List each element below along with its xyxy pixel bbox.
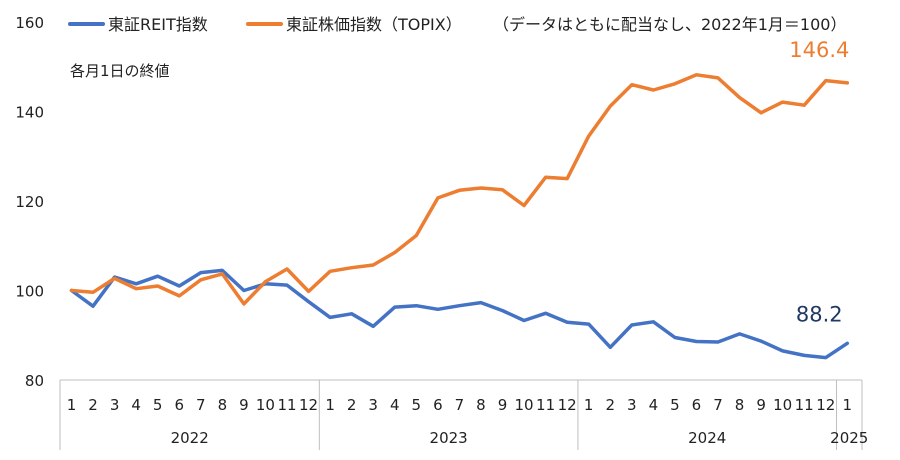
x-tick-label: 6 — [433, 396, 443, 414]
x-tick-label: 10 — [773, 396, 792, 414]
x-tick-label: 12 — [558, 396, 577, 414]
series-layer: 88.2 146.4 — [69, 38, 850, 360]
x-tick-label: 2 — [605, 396, 615, 414]
x-tick-label: 8 — [476, 396, 486, 414]
year-label: 2024 — [688, 429, 726, 447]
y-tick-label: 140 — [15, 104, 44, 122]
x-tick-label: 7 — [455, 396, 465, 414]
y-tick-label: 80 — [25, 372, 44, 390]
x-tick-label: 5 — [670, 396, 680, 414]
x-tick-label: 2 — [88, 396, 98, 414]
x-tick-label: 3 — [627, 396, 637, 414]
x-tick-label: 4 — [649, 396, 659, 414]
x-tick-label: 11 — [795, 396, 814, 414]
legend-label-topix: 東証株価指数（TOPIX） — [286, 15, 462, 34]
chart-subtitle: 各月1日の終値 — [70, 62, 170, 80]
x-tick-label: 6 — [692, 396, 702, 414]
end-label-topix: 146.4 — [789, 38, 849, 62]
legend: 東証REIT指数 東証株価指数（TOPIX） （データはともに配当なし、2022… — [68, 15, 846, 34]
x-tick-label: 3 — [110, 396, 120, 414]
x-tick-label: 1 — [843, 396, 853, 414]
x-tick-label: 8 — [218, 396, 228, 414]
x-tick-label: 9 — [498, 396, 508, 414]
x-tick-label: 6 — [174, 396, 184, 414]
legend-note: （データはともに配当なし、2022年1月＝100） — [493, 15, 846, 34]
x-tick-label: 12 — [816, 396, 835, 414]
x-tick-label: 1 — [67, 396, 77, 414]
x-tick-label: 7 — [196, 396, 206, 414]
x-tick-label: 4 — [390, 396, 400, 414]
end-label-reit: 88.2 — [796, 302, 843, 326]
x-tick-label: 10 — [515, 396, 534, 414]
x-tick-label: 4 — [131, 396, 141, 414]
x-tick-label: 1 — [325, 396, 335, 414]
y-tick-label: 100 — [15, 283, 44, 301]
x-tick-label: 11 — [536, 396, 555, 414]
x-tick-label: 5 — [153, 396, 163, 414]
series-line-topix — [69, 73, 850, 306]
x-tick-label: 12 — [299, 396, 318, 414]
x-tick-label: 3 — [368, 396, 378, 414]
x-tick-label: 7 — [713, 396, 723, 414]
x-tick-label: 2 — [347, 396, 357, 414]
x-tick-label: 8 — [735, 396, 745, 414]
y-tick-label: 160 — [15, 14, 44, 32]
x-tick-label: 9 — [239, 396, 249, 414]
x-tick-label: 11 — [277, 396, 296, 414]
year-label: 2022 — [171, 429, 209, 447]
y-tick-label: 120 — [15, 193, 44, 211]
x-tick-label: 10 — [256, 396, 275, 414]
x-tick-label: 1 — [584, 396, 594, 414]
legend-label-reit: 東証REIT指数 — [108, 15, 208, 34]
x-tick-label: 9 — [756, 396, 766, 414]
year-label: 2025 — [830, 429, 868, 447]
x-tick-label: 5 — [412, 396, 422, 414]
year-label: 2023 — [430, 429, 468, 447]
series-line-reit — [69, 268, 850, 360]
